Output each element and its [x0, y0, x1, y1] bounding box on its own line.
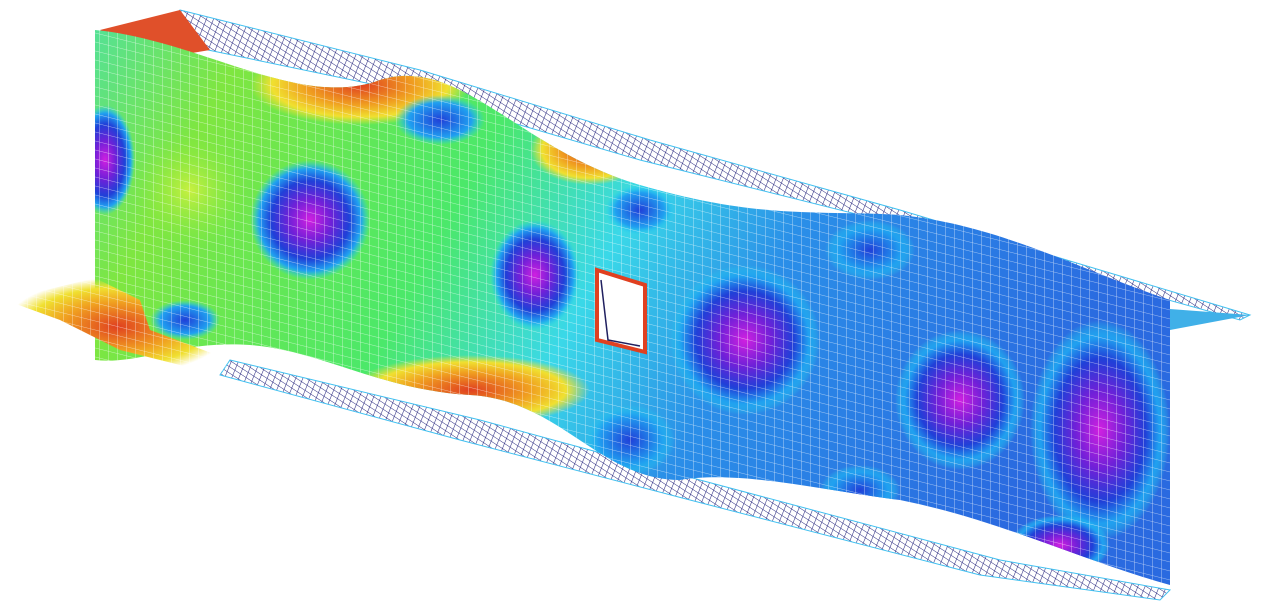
fea-plot: [0, 0, 1261, 613]
page: [0, 0, 1261, 613]
